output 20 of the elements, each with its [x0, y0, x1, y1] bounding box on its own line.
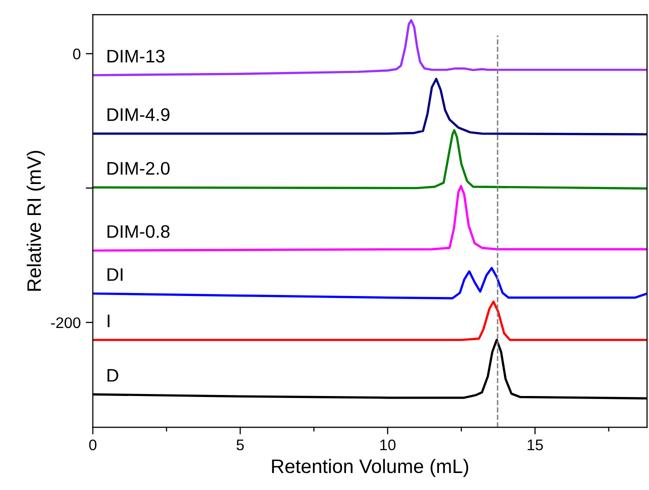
series-label: DIM-2.0	[108, 162, 170, 175]
series-label: DIM-13	[108, 50, 164, 63]
line-series	[92, 78, 648, 136]
x-tick-label: 15	[528, 440, 543, 450]
x-axis-title: Retention Volume (mL)	[272, 458, 468, 477]
x-tick-label: 0	[89, 439, 96, 450]
x-tick-label: 10	[380, 439, 396, 450]
y-axis-title: Relative RI (mV)	[26, 150, 45, 291]
line-series	[92, 129, 648, 190]
x-tick-label: 5	[236, 440, 244, 450]
line-series	[92, 300, 648, 342]
line-series	[92, 185, 648, 252]
series-label: DIM-0.8	[108, 225, 170, 238]
line-series	[92, 266, 648, 300]
y-tick-label: -200	[51, 317, 80, 328]
series-label: D	[108, 369, 118, 382]
line-series	[92, 19, 648, 76]
series-label: DIM-4.9	[108, 108, 170, 122]
series-label: I	[108, 314, 110, 328]
series-label: DI	[108, 268, 122, 281]
